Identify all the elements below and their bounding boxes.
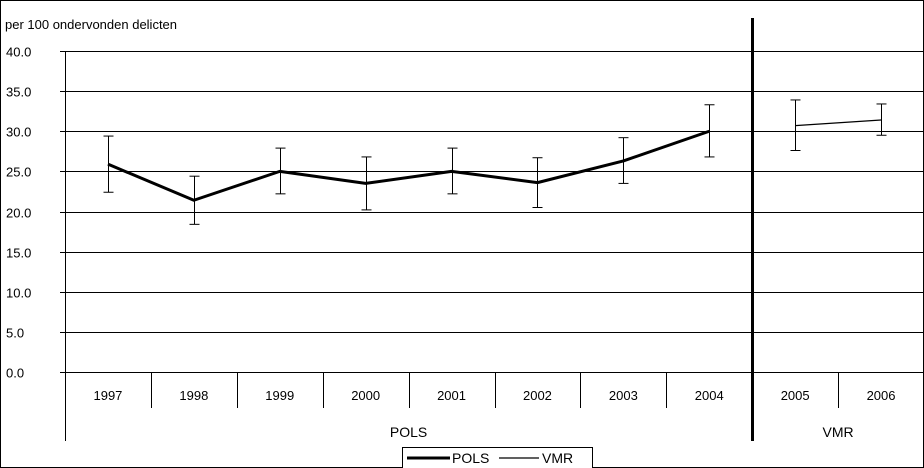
x-tick-label: 2005 <box>781 388 810 403</box>
x-tick-label: 1999 <box>265 388 294 403</box>
x-tick-label: 2004 <box>695 388 724 403</box>
y-tick-label: 15.0 <box>6 246 31 261</box>
y-tick-label: 10.0 <box>6 286 31 301</box>
y-tick-label: 0.0 <box>6 366 24 381</box>
group-label: VMR <box>823 424 854 440</box>
series-line-vmr <box>795 119 882 127</box>
x-tick-label: 2002 <box>523 388 552 403</box>
x-tick-label: 2001 <box>437 388 466 403</box>
y-tick-label: 35.0 <box>6 85 31 100</box>
y-unit-label: per 100 ondervonden delicten <box>5 17 177 32</box>
x-tick-label: 2000 <box>351 388 380 403</box>
y-tick-label: 30.0 <box>6 125 31 140</box>
y-tick-label: 5.0 <box>6 326 24 341</box>
x-tick-label: 2006 <box>867 388 896 403</box>
x-tick-label: 1998 <box>179 388 208 403</box>
legend-label-vmr: VMR <box>542 450 573 466</box>
y-tick-label: 40.0 <box>6 45 31 60</box>
x-tick-label: 2003 <box>609 388 638 403</box>
y-tick-label: 25.0 <box>6 165 31 180</box>
group-label: POLS <box>390 424 427 440</box>
x-tick-label: 1997 <box>93 388 122 403</box>
series-line-pols <box>107 129 710 202</box>
y-tick-label: 20.0 <box>6 206 31 221</box>
legend-box <box>402 447 593 468</box>
legend-label-pols: POLS <box>452 450 489 466</box>
